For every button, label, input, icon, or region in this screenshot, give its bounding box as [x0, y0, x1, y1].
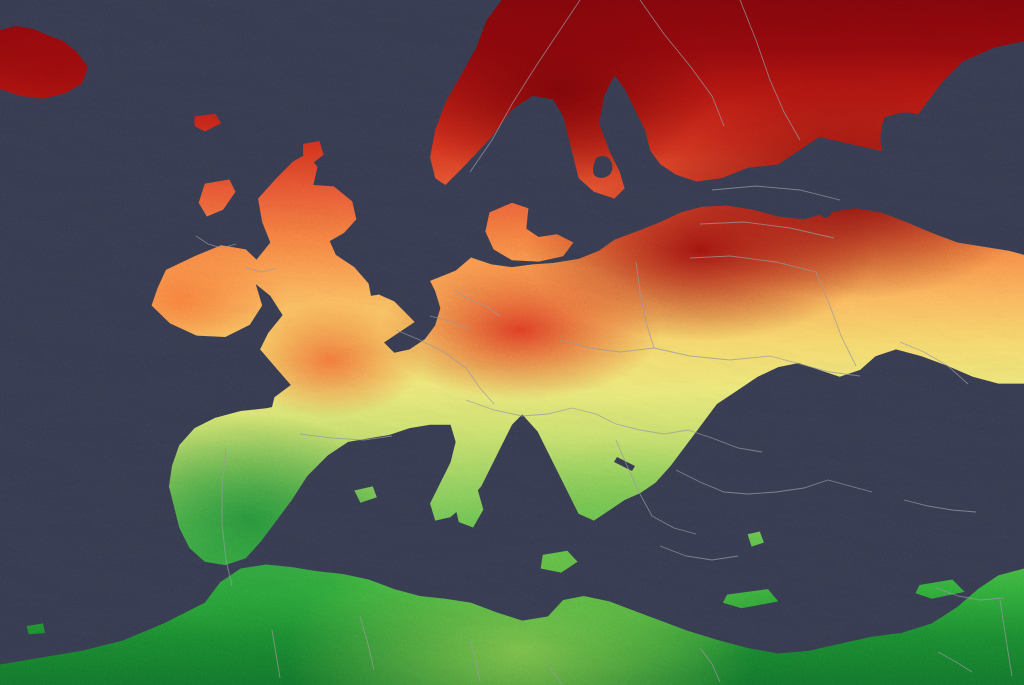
map-canvas [0, 0, 1024, 685]
